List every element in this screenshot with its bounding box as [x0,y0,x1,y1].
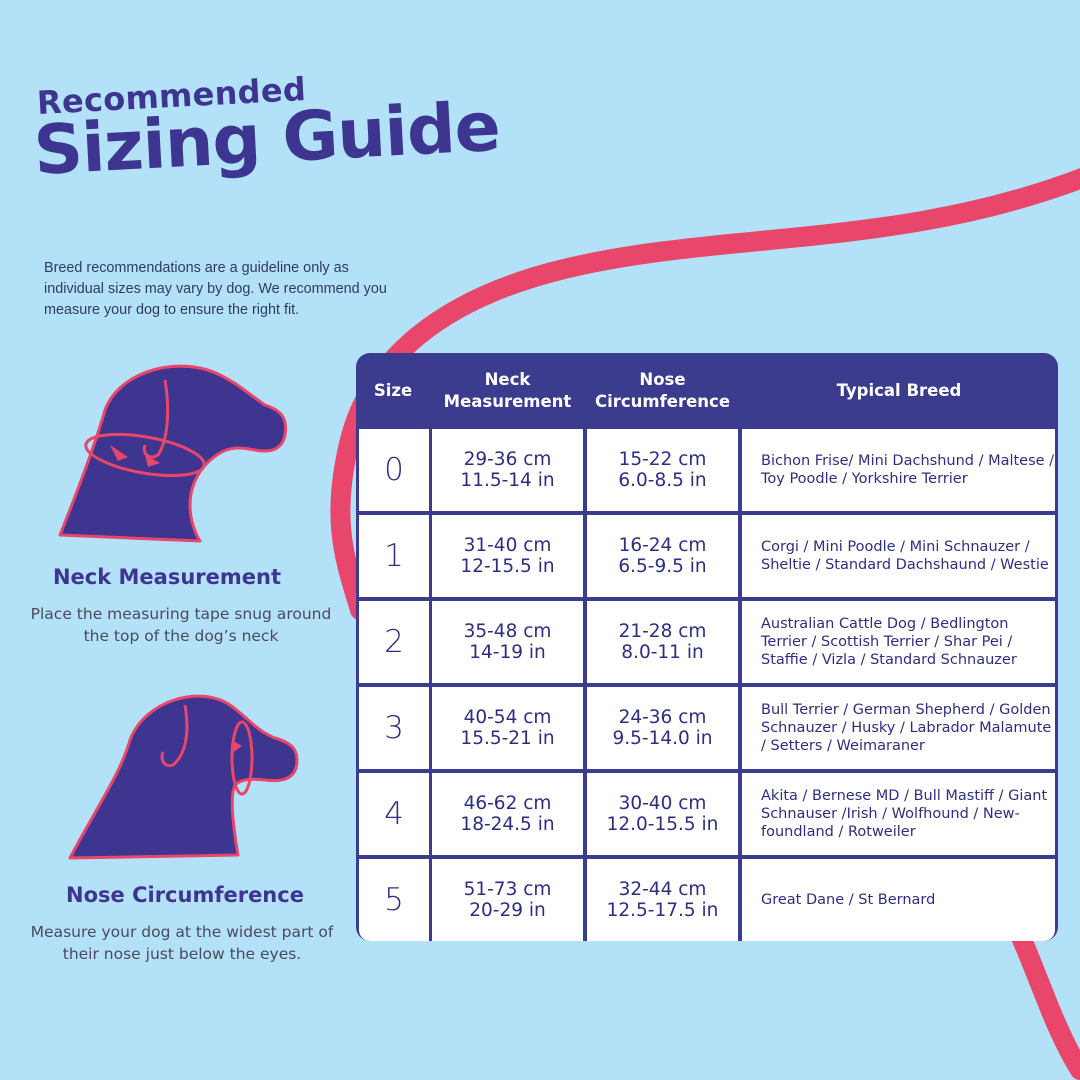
breed-cell: Bichon Frise/ Mini Dachshund / Maltese /… [742,429,1055,511]
breed-cell: Bull Terrier / German Shepherd / Golden … [742,687,1055,769]
intro-text: Breed recommendations are a guideline on… [44,260,387,318]
neck-cell: 35-48 cm 14-19 in [432,601,583,683]
size-cell: 1 [359,515,429,597]
nose-cell: 16-24 cm 6.5-9.5 in [587,515,738,597]
neck-cell: 40-54 cm 15.5-21 in [432,687,583,769]
table-header: Size Neck Measurement Nose Circumference… [356,353,1058,428]
table-row: 0 29-36 cm 11.5-14 in 15-22 cm 6.0-8.5 i… [356,429,1058,511]
nose-cell: 21-28 cm 8.0-11 in [587,601,738,683]
table-row: 3 40-54 cm 15.5-21 in 24-36 cm 9.5-14.0 … [356,687,1058,769]
neck-measurement-title: Neck Measurement [52,565,282,589]
neck-cell: 46-62 cm 18-24.5 in [432,773,583,855]
breed-cell: Australian Cattle Dog / Bedlington Terri… [742,601,1055,683]
nose-cell: 15-22 cm 6.0-8.5 in [587,429,738,511]
dog-nose-icon [68,694,299,860]
dog-neck-icon [58,364,288,543]
sizing-table: Size Neck Measurement Nose Circumference… [356,353,1058,941]
size-cell: 5 [359,859,429,941]
nose-cell: 24-36 cm 9.5-14.0 in [587,687,738,769]
table-row: 5 51-73 cm 20-29 in 32-44 cm 12.5-17.5 i… [356,859,1058,941]
header-nose: Nose Circumference [594,369,731,411]
size-cell: 2 [359,601,429,683]
size-cell: 0 [359,429,429,511]
header-neck: Neck Measurement [443,369,572,411]
neck-cell: 29-36 cm 11.5-14 in [432,429,583,511]
neck-cell: 31-40 cm 12-15.5 in [432,515,583,597]
table-row: 1 31-40 cm 12-15.5 in 16-24 cm 6.5-9.5 i… [356,515,1058,597]
header-size: Size [373,380,413,400]
size-cell: 4 [359,773,429,855]
nose-cell: 32-44 cm 12.5-17.5 in [587,859,738,941]
nose-circumference-desc: Measure your dog at the widest part of t… [30,923,334,963]
breed-cell: Corgi / Mini Poodle / Mini Schnauzer / S… [742,515,1055,597]
breed-cell: Great Dane / St Bernard [742,859,1055,941]
header-breed: Typical Breed [836,380,962,400]
size-cell: 3 [359,687,429,769]
nose-cell: 30-40 cm 12.0-15.5 in [587,773,738,855]
breed-cell: Akita / Bernese MD / Bull Mastiff / Gian… [742,773,1055,855]
neck-cell: 51-73 cm 20-29 in [432,859,583,941]
table-row: 2 35-48 cm 14-19 in 21-28 cm 8.0-11 in A… [356,601,1058,683]
table-row: 4 46-62 cm 18-24.5 in 30-40 cm 12.0-15.5… [356,773,1058,855]
nose-circumference-title: Nose Circumference [66,883,304,907]
neck-measurement-desc: Place the measuring tape snug around the… [30,605,332,645]
